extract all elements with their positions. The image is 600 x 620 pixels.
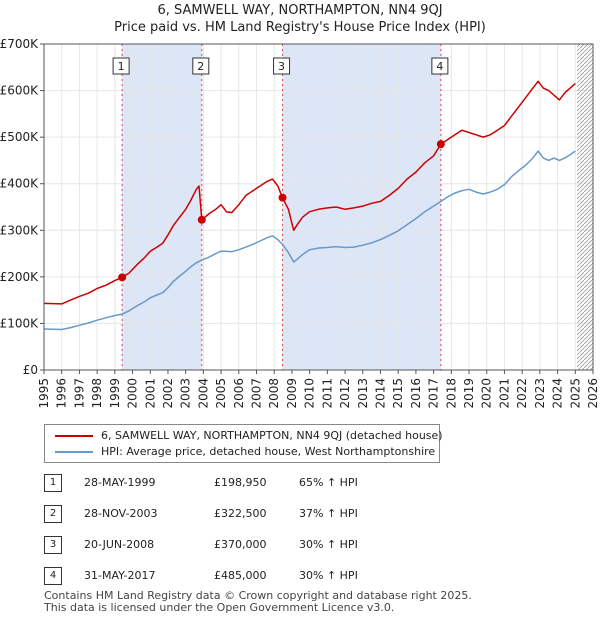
sale-marker-lines bbox=[121, 44, 442, 370]
sale-date: 28-MAY-1999 bbox=[84, 476, 156, 489]
x-tick-label: 2016 bbox=[409, 378, 423, 409]
x-tick-label: 2005 bbox=[214, 378, 228, 409]
sale-hpi-delta: 65% ↑ HPI bbox=[299, 476, 358, 489]
y-tick-label: £200K bbox=[0, 270, 39, 284]
sale-number-badge: 1 bbox=[44, 474, 62, 492]
x-tick-label: 2015 bbox=[391, 378, 405, 409]
sale-marker-number: 2 bbox=[197, 60, 204, 73]
table-row: 3 20-JUN-2008 £370,000 30% ↑ HPI bbox=[44, 536, 444, 554]
sale-date: 31-MAY-2017 bbox=[84, 569, 156, 582]
sale-hpi-delta: 30% ↑ HPI bbox=[299, 569, 358, 582]
legend: 6, SAMWELL WAY, NORTHAMPTON, NN4 9QJ (de… bbox=[44, 424, 443, 463]
x-tick-label: 2025 bbox=[568, 378, 582, 409]
chart-title-line1: 6, SAMWELL WAY, NORTHAMPTON, NN4 9QJ bbox=[157, 3, 443, 18]
sale-marker-box bbox=[273, 57, 291, 75]
y-tick-label: £600K bbox=[0, 84, 39, 98]
sale-marker-number: 4 bbox=[436, 60, 443, 73]
sale-point bbox=[118, 273, 127, 282]
sale-points bbox=[118, 140, 445, 282]
x-axis-ticks: 1995 1996 1997 1998 1999 2000 2001 2002 2003 2004… bbox=[37, 370, 600, 409]
x-tick-label: 2004 bbox=[196, 378, 210, 409]
footer-licence: Contains HM Land Registry data © Crown c… bbox=[44, 590, 472, 614]
x-tick-label: 2000 bbox=[126, 378, 140, 409]
y-tick-label: £100K bbox=[0, 316, 39, 330]
x-tick-label: 2026 bbox=[586, 378, 600, 409]
x-tick-label: 2017 bbox=[427, 378, 441, 409]
legend-label-property: 6, SAMWELL WAY, NORTHAMPTON, NN4 9QJ (de… bbox=[101, 429, 443, 442]
sale-hpi-delta: 30% ↑ HPI bbox=[299, 538, 358, 551]
property-series-line bbox=[43, 80, 576, 305]
x-tick-label: 1998 bbox=[90, 378, 104, 409]
shaded-period bbox=[122, 44, 202, 370]
chart-title: 6, SAMWELL WAY, NORTHAMPTON, NN4 9QJ Pri… bbox=[0, 2, 600, 36]
legend-swatch-property bbox=[55, 435, 93, 437]
x-tick-label: 2006 bbox=[232, 378, 246, 409]
x-tick-label: 2012 bbox=[338, 378, 352, 409]
x-tick-label: 2011 bbox=[320, 378, 334, 409]
x-tick-label: 1996 bbox=[55, 378, 69, 409]
x-tick-label: 2010 bbox=[303, 378, 317, 409]
sale-price: £322,500 bbox=[214, 507, 267, 520]
x-tick-label: 2001 bbox=[143, 378, 157, 409]
footer-line2: This data is licensed under the Open Gov… bbox=[44, 601, 395, 614]
x-tick-label: 2024 bbox=[551, 378, 565, 409]
plot-frame bbox=[43, 43, 594, 371]
sale-number-badge: 3 bbox=[44, 536, 62, 554]
x-tick-label: 2023 bbox=[533, 378, 547, 409]
x-tick-label: 2022 bbox=[515, 378, 529, 409]
sale-price: £198,950 bbox=[214, 476, 267, 489]
footer-line1: Contains HM Land Registry data © Crown c… bbox=[44, 589, 472, 602]
sale-price: £485,000 bbox=[214, 569, 267, 582]
x-tick-label: 2020 bbox=[480, 378, 494, 409]
x-tick-label: 1999 bbox=[108, 378, 122, 409]
sale-hpi-delta: 37% ↑ HPI bbox=[299, 507, 358, 520]
table-row: 4 31-MAY-2017 £485,000 30% ↑ HPI bbox=[44, 567, 444, 585]
x-tick-label: 2018 bbox=[444, 378, 458, 409]
x-tick-label: 2002 bbox=[161, 378, 175, 409]
x-tick-label: 2021 bbox=[497, 378, 511, 409]
sale-date: 20-JUN-2008 bbox=[84, 538, 155, 551]
x-tick-label: 2019 bbox=[462, 378, 476, 409]
table-row: 2 28-NOV-2003 £322,500 37% ↑ HPI bbox=[44, 505, 444, 523]
x-tick-label: 1997 bbox=[72, 378, 86, 409]
shaded-periods bbox=[122, 44, 441, 370]
legend-swatch-hpi bbox=[55, 451, 93, 453]
sale-number-badge: 4 bbox=[44, 567, 62, 585]
x-tick-label: 2014 bbox=[373, 378, 387, 409]
price-chart: 1 2 3 4 £0 £100K £200K £300K £400K £500K £600K £70… bbox=[0, 37, 600, 409]
sale-marker-box bbox=[112, 57, 130, 75]
x-tick-label: 2003 bbox=[179, 378, 193, 409]
y-tick-label: £500K bbox=[0, 130, 39, 144]
y-axis-ticks: £0 £100K £200K £300K £400K £500K £600K £700K bbox=[0, 37, 44, 377]
sale-price: £370,000 bbox=[214, 538, 267, 551]
x-tick-label: 2007 bbox=[250, 378, 264, 409]
sale-marker-box bbox=[431, 57, 449, 75]
table-row: 1 28-MAY-1999 £198,950 65% ↑ HPI bbox=[44, 474, 444, 492]
y-tick-label: £0 bbox=[23, 363, 38, 377]
sale-marker-boxes: 1 2 3 4 bbox=[112, 57, 449, 75]
x-tick-label: 2009 bbox=[285, 378, 299, 409]
sale-point bbox=[197, 215, 206, 224]
sale-point bbox=[436, 140, 445, 149]
sale-marker-box bbox=[192, 57, 210, 75]
x-tick-label: 2008 bbox=[267, 378, 281, 409]
sale-date: 28-NOV-2003 bbox=[84, 507, 158, 520]
legend-label-hpi: HPI: Average price, detached house, West… bbox=[101, 445, 436, 458]
sale-marker-number: 3 bbox=[278, 60, 285, 73]
x-tick-label: 2013 bbox=[356, 378, 370, 409]
sale-marker-number: 1 bbox=[118, 60, 125, 73]
x-tick-label: 1995 bbox=[37, 378, 51, 409]
y-tick-label: £400K bbox=[0, 177, 39, 191]
y-tick-label: £300K bbox=[0, 223, 39, 237]
series-lines bbox=[43, 80, 576, 331]
chart-title-line2: Price paid vs. HM Land Registry's House … bbox=[114, 20, 486, 35]
y-tick-label: £700K bbox=[0, 37, 39, 51]
forecast-hatch-area bbox=[577, 44, 593, 370]
sale-point bbox=[278, 193, 287, 202]
forecast-hatch bbox=[577, 44, 593, 370]
hpi-series-line bbox=[43, 150, 576, 331]
sale-number-badge: 2 bbox=[44, 505, 62, 523]
